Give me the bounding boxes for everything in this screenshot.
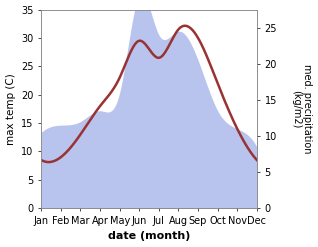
Y-axis label: max temp (C): max temp (C) <box>5 73 16 145</box>
Y-axis label: med. precipitation
(kg/m2): med. precipitation (kg/m2) <box>291 64 313 154</box>
X-axis label: date (month): date (month) <box>108 231 190 242</box>
